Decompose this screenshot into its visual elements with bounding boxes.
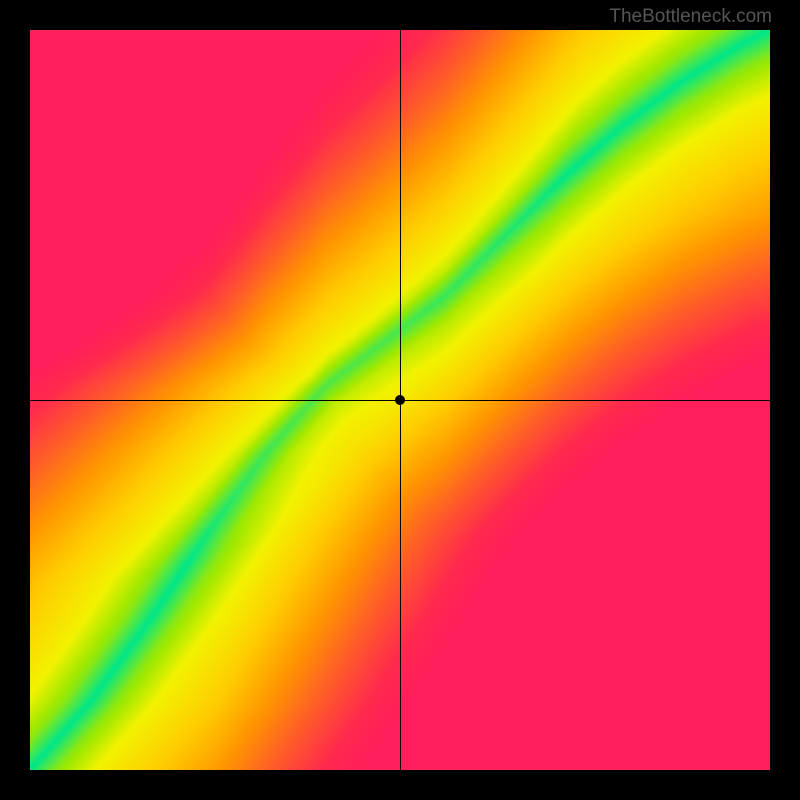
crosshair-dot	[395, 395, 405, 405]
watermark-text: TheBottleneck.com	[609, 6, 772, 28]
plot-area	[30, 30, 770, 770]
